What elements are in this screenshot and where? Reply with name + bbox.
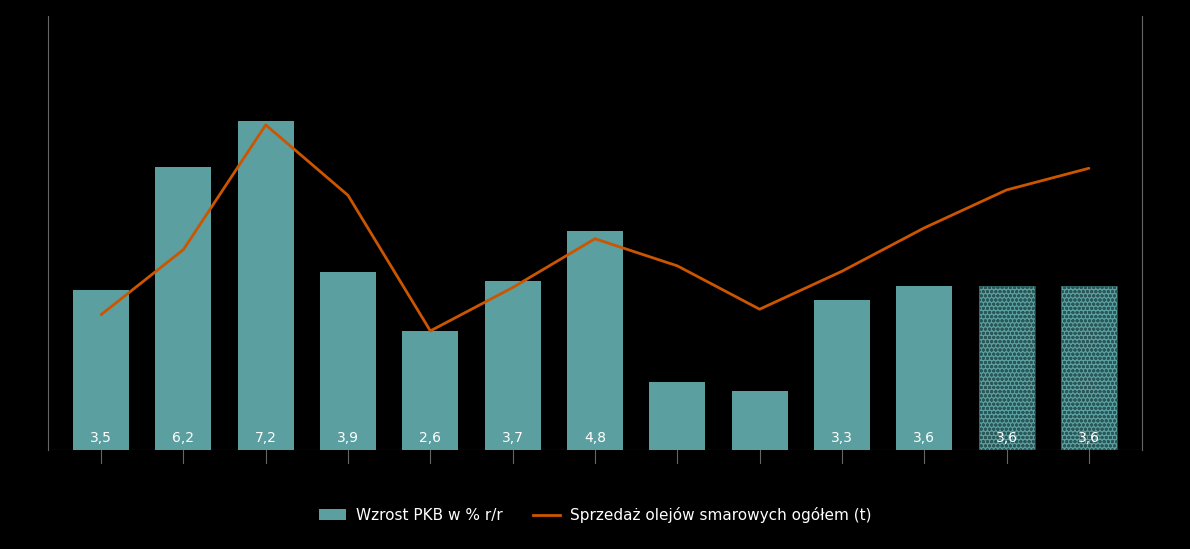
Text: 3,5: 3,5 xyxy=(90,431,112,445)
Bar xyxy=(978,286,1034,450)
Bar xyxy=(156,167,212,450)
Text: 3,6: 3,6 xyxy=(1078,431,1100,445)
Text: 3,3: 3,3 xyxy=(831,431,853,445)
Bar xyxy=(566,231,624,450)
Bar xyxy=(732,391,788,450)
Bar xyxy=(320,272,376,450)
Bar xyxy=(484,281,540,450)
Legend: Wzrost PKB w % r/r, Sprzedaż olejów smarowych ogółem (t): Wzrost PKB w % r/r, Sprzedaż olejów smar… xyxy=(313,501,877,529)
Bar xyxy=(650,382,706,450)
Text: 6,2: 6,2 xyxy=(173,431,194,445)
Bar xyxy=(402,332,458,450)
Text: 2,6: 2,6 xyxy=(419,431,441,445)
Text: 4,8: 4,8 xyxy=(584,431,606,445)
Text: 3,6: 3,6 xyxy=(913,431,935,445)
Text: 3,9: 3,9 xyxy=(337,431,359,445)
Bar xyxy=(814,300,870,450)
Text: 3,6: 3,6 xyxy=(996,431,1017,445)
Text: 7,2: 7,2 xyxy=(255,431,276,445)
Text: 3,7: 3,7 xyxy=(502,431,524,445)
Bar xyxy=(73,290,129,450)
Bar xyxy=(896,286,952,450)
Bar xyxy=(978,286,1034,450)
Bar xyxy=(1061,286,1117,450)
Bar xyxy=(238,121,294,450)
Bar xyxy=(1061,286,1117,450)
